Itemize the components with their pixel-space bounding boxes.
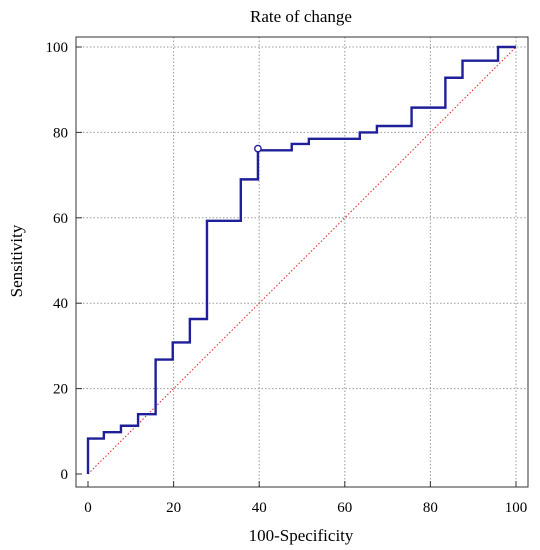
x-tick-label: 0 bbox=[84, 500, 92, 516]
x-tick-label: 80 bbox=[423, 500, 438, 516]
roc-step-curve bbox=[86, 45, 516, 474]
x-tick-label: 20 bbox=[166, 500, 181, 516]
series-layer bbox=[86, 45, 516, 474]
reference-layer bbox=[87, 46, 517, 475]
chart-title: Rate of change bbox=[250, 7, 352, 26]
x-axis-label: 100-Specificity bbox=[249, 526, 354, 545]
cutoff-marker bbox=[254, 144, 262, 153]
x-tick-label: 40 bbox=[252, 500, 267, 516]
y-tick-label: 60 bbox=[53, 211, 68, 227]
reference-diagonal-line bbox=[87, 46, 517, 475]
x-tick-label: 100 bbox=[505, 500, 528, 516]
x-tick-label: 60 bbox=[337, 500, 352, 516]
y-tick-label: 80 bbox=[53, 125, 68, 141]
y-axis-label: Sensitivity bbox=[7, 224, 26, 297]
tick-layer: 0 20 40 60 80 100 0 20 40 60 80 100 bbox=[46, 40, 528, 516]
grid-lines bbox=[76, 37, 528, 487]
y-tick-label: 40 bbox=[53, 296, 68, 312]
y-tick-label: 100 bbox=[46, 40, 69, 56]
y-tick-label: 0 bbox=[61, 467, 69, 483]
y-tick-label: 20 bbox=[53, 382, 68, 398]
plot-frame bbox=[75, 36, 529, 488]
